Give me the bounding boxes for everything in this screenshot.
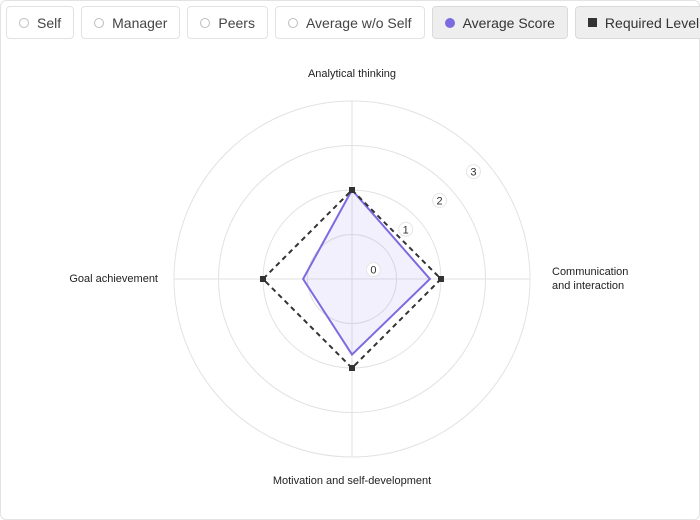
tick-label: 3 [470, 167, 476, 179]
toggle-label: Peers [218, 14, 255, 31]
axis-label: Motivation and self-development [273, 475, 431, 487]
toggle-label: Average Score [462, 14, 555, 31]
radio-ring-icon [200, 17, 211, 28]
axis-label: Communication [552, 266, 628, 278]
filled-dot-icon [444, 17, 455, 28]
series-toggle-bar: Self Manager Peers Average w/o Self Aver… [6, 6, 700, 39]
axis-label: and interaction [552, 280, 624, 292]
tick-label: 2 [436, 195, 442, 207]
toggle-label: Average w/o Self [305, 14, 412, 31]
radio-ring-icon [19, 17, 29, 28]
required-level-polygon [261, 188, 443, 370]
toggle-required-level[interactable]: Required Level [574, 6, 700, 39]
toggle-label: Manager [112, 14, 168, 31]
toggle-self[interactable]: Self [6, 6, 75, 39]
toggle-label: Required Level [604, 14, 700, 31]
tick-label-bg [432, 192, 448, 208]
required-level-marker [438, 276, 444, 282]
radio-ring-icon [287, 17, 298, 28]
tick-label-bg [365, 262, 381, 278]
filled-square-icon [587, 18, 597, 27]
toggle-average-without-self[interactable]: Average w/o Self [274, 6, 425, 39]
radio-ring-icon [94, 17, 105, 28]
tick-label: 1 [403, 224, 409, 236]
required-level-marker [349, 187, 355, 193]
axis-label: Analytical thinking [308, 68, 396, 80]
toggle-manager[interactable]: Manager [81, 6, 181, 39]
toggle-peers[interactable]: Peers [187, 6, 268, 39]
toggle-average-score[interactable]: Average Score [431, 6, 568, 39]
axis-label: Goal achievement [69, 273, 158, 285]
tick-label-bg [398, 221, 414, 237]
tick-label: 0 [370, 265, 376, 277]
required-level-marker [349, 365, 355, 371]
toggle-label: Self [37, 14, 62, 31]
required-level-marker [260, 276, 266, 282]
tick-label-bg [465, 164, 481, 180]
